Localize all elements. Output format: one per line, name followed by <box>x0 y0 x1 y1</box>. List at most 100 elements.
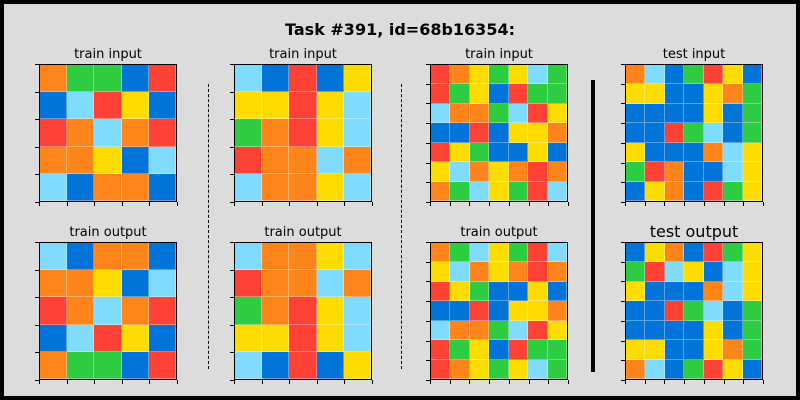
grid-cell <box>67 119 95 147</box>
grid-cell <box>703 103 724 124</box>
grid-cell <box>626 103 646 124</box>
x-tick <box>743 202 744 206</box>
grid-cell <box>469 123 490 143</box>
grid-cell <box>508 301 529 321</box>
grid-cell <box>94 243 122 271</box>
grid-cell <box>148 270 176 298</box>
grid-cell <box>121 324 149 352</box>
grid-cell <box>723 84 743 104</box>
x-tick <box>743 380 744 384</box>
grid-cell <box>316 324 344 352</box>
x-tick <box>704 202 705 206</box>
x-tick <box>177 380 178 384</box>
grid-cell <box>664 123 685 143</box>
grid-cell <box>148 92 176 120</box>
grid-cell <box>148 173 176 201</box>
grid-cell <box>664 142 685 163</box>
grid-cell <box>664 301 685 321</box>
y-tick <box>621 84 625 85</box>
grid-cell <box>508 243 529 263</box>
grid-cell <box>67 146 95 174</box>
grid-cell <box>489 301 509 321</box>
y-tick <box>230 270 234 271</box>
grid-cell <box>723 65 743 85</box>
grid-cell <box>469 103 490 124</box>
x-tick <box>763 380 764 384</box>
grid-cell <box>67 324 95 352</box>
panel-grid <box>430 242 568 380</box>
x-tick <box>684 380 685 384</box>
grid-cell <box>289 92 317 120</box>
grid-cell <box>148 119 176 147</box>
grid-cell <box>528 181 548 201</box>
grid-cell <box>684 84 704 104</box>
grid-cell <box>645 162 665 182</box>
grid-cell <box>742 320 762 341</box>
x-tick <box>67 202 68 206</box>
grid-cell <box>450 281 470 302</box>
x-tick <box>509 380 510 384</box>
grid-cell <box>262 146 290 174</box>
x-tick <box>39 380 40 384</box>
x-tick <box>67 380 68 384</box>
grid-cell <box>94 92 122 120</box>
grid-cell <box>703 359 724 379</box>
panel-title: train input <box>269 47 337 62</box>
grid-cell <box>431 281 451 302</box>
grid-cell <box>626 281 646 302</box>
grid-cell <box>343 243 371 271</box>
grid-cell <box>626 123 646 143</box>
grid-cell <box>431 301 451 321</box>
y-tick <box>35 202 39 203</box>
grid-cell <box>742 340 762 360</box>
y-tick <box>426 301 430 302</box>
x-tick <box>122 202 123 206</box>
grid-cell <box>684 281 704 302</box>
y-tick <box>621 123 625 124</box>
grid-cell <box>121 297 149 325</box>
x-tick <box>548 380 549 384</box>
grid-cell <box>40 92 68 120</box>
grid-cell <box>703 340 724 360</box>
grid-cell <box>528 65 548 85</box>
grid-cell <box>450 301 470 321</box>
grid-cell <box>645 243 665 263</box>
grid-cell <box>343 146 371 174</box>
grid-cell <box>528 301 548 321</box>
grid-cell <box>528 262 548 282</box>
grid-cell <box>469 84 490 104</box>
grid-cell <box>262 92 290 120</box>
divider-1 <box>208 84 209 369</box>
grid-cell <box>40 65 68 93</box>
grid-cell <box>431 162 451 182</box>
y-tick <box>426 202 430 203</box>
grid-cell <box>94 146 122 174</box>
grid-cell <box>508 123 529 143</box>
grid-cell <box>316 119 344 147</box>
y-tick <box>230 147 234 148</box>
x-tick <box>724 380 725 384</box>
y-tick <box>621 143 625 144</box>
grid-cell <box>489 262 509 282</box>
grid-cell <box>94 173 122 201</box>
x-tick <box>344 380 345 384</box>
grid-cell <box>235 173 263 201</box>
grid-cell <box>508 181 529 201</box>
grid-cell <box>528 320 548 341</box>
grid-cell <box>262 351 290 379</box>
y-tick <box>621 182 625 183</box>
grid-cell <box>645 301 665 321</box>
y-tick <box>35 325 39 326</box>
grid-cell <box>489 142 509 163</box>
x-tick <box>548 202 549 206</box>
grid-cell <box>489 243 509 263</box>
grid-cell <box>664 103 685 124</box>
grid-cell <box>235 297 263 325</box>
y-tick <box>230 325 234 326</box>
grid-cell <box>469 301 490 321</box>
grid-cell <box>547 181 567 201</box>
grid-cell <box>316 351 344 379</box>
grid-cell <box>684 301 704 321</box>
y-tick <box>230 64 234 65</box>
grid-cell <box>684 181 704 201</box>
